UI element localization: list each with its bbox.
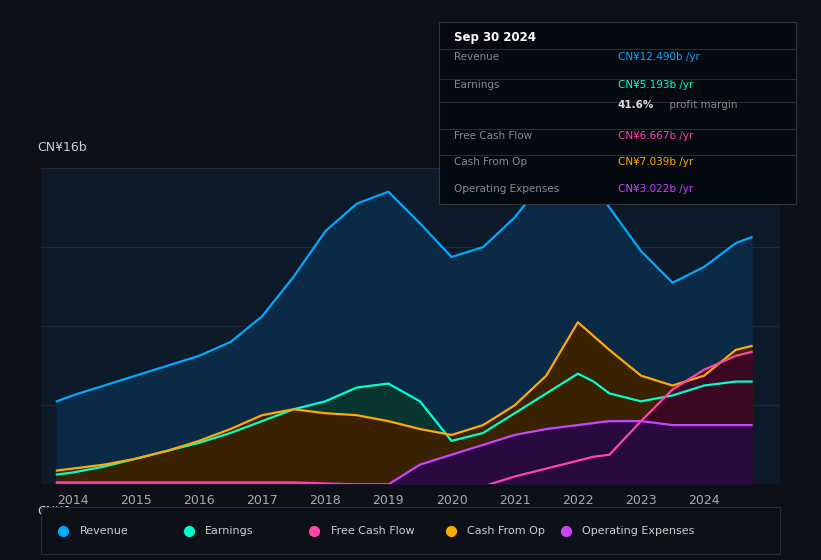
Text: Sep 30 2024: Sep 30 2024: [453, 31, 535, 44]
Text: profit margin: profit margin: [666, 100, 737, 110]
Text: Free Cash Flow: Free Cash Flow: [453, 130, 532, 141]
Text: CN¥5.193b /yr: CN¥5.193b /yr: [618, 80, 693, 90]
Text: CN¥6.667b /yr: CN¥6.667b /yr: [618, 130, 693, 141]
Text: Revenue: Revenue: [80, 526, 128, 535]
Text: Operating Expenses: Operating Expenses: [453, 184, 559, 194]
Text: Free Cash Flow: Free Cash Flow: [331, 526, 415, 535]
Text: CN¥0: CN¥0: [38, 505, 71, 518]
Text: Revenue: Revenue: [453, 52, 498, 62]
Text: Cash From Op: Cash From Op: [467, 526, 545, 535]
Text: Earnings: Earnings: [205, 526, 254, 535]
Text: CN¥12.490b /yr: CN¥12.490b /yr: [618, 52, 699, 62]
Text: CN¥16b: CN¥16b: [38, 141, 87, 154]
Text: 41.6%: 41.6%: [618, 100, 654, 110]
Text: CN¥7.039b /yr: CN¥7.039b /yr: [618, 157, 693, 167]
Text: Earnings: Earnings: [453, 80, 499, 90]
Text: Operating Expenses: Operating Expenses: [582, 526, 695, 535]
Text: CN¥3.022b /yr: CN¥3.022b /yr: [618, 184, 693, 194]
Text: Cash From Op: Cash From Op: [453, 157, 526, 167]
